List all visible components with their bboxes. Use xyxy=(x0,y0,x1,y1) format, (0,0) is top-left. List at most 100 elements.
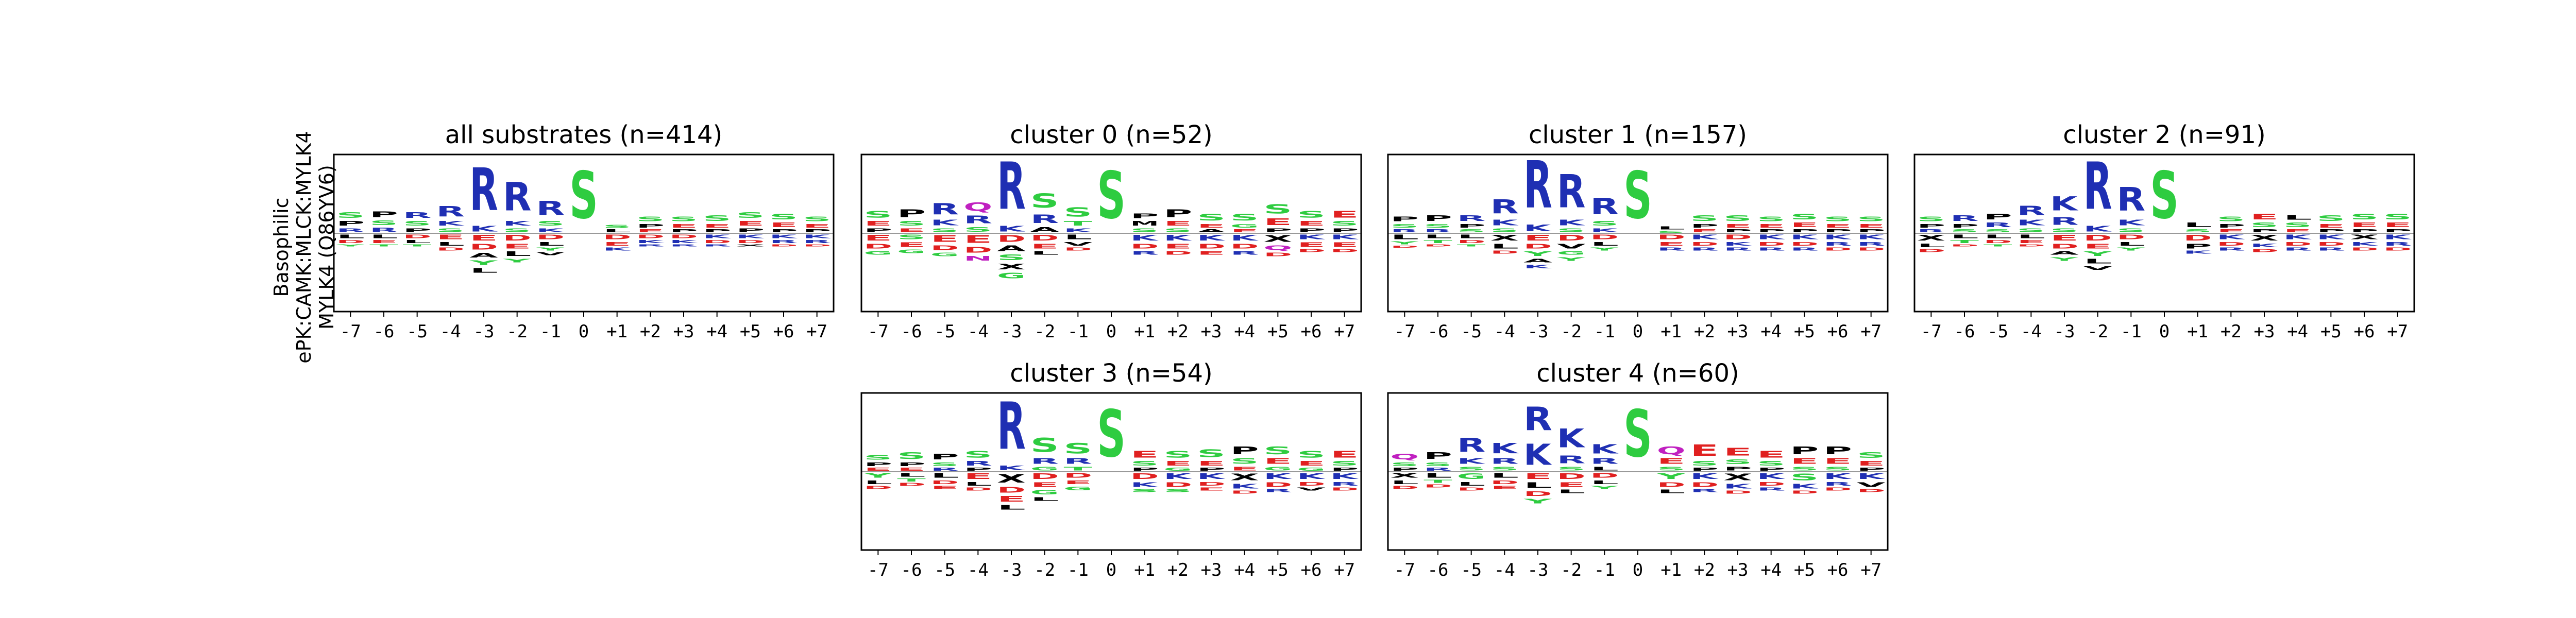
logo-letter: S xyxy=(669,215,698,223)
logo-letter: E xyxy=(897,227,926,233)
x-tick-label: -1 xyxy=(2121,321,2142,342)
x-tick-label: +4 xyxy=(1234,321,1255,342)
logo-letter: X xyxy=(1917,233,1946,242)
logo-letter: R xyxy=(1490,457,1519,466)
x-tick-label: +4 xyxy=(706,321,727,342)
logo-letter: E xyxy=(930,485,959,490)
logo-letter: D xyxy=(2183,233,2212,242)
logo-letter: E xyxy=(1657,241,1686,247)
logo-letter: T xyxy=(1064,466,1093,472)
logo-letter: G xyxy=(1230,223,1259,229)
logo-letter: Y xyxy=(1523,250,1553,258)
logo-letter: E xyxy=(1197,222,1226,229)
logo-letter: P xyxy=(1723,229,1752,233)
logo-letter: D xyxy=(2117,233,2146,241)
logo-letter: S xyxy=(1423,461,1452,467)
logo-letter: S xyxy=(1723,214,1752,223)
x-tick-label: -3 xyxy=(473,321,495,342)
logo-letter: E xyxy=(1523,472,1552,481)
logo-letter: K xyxy=(2283,233,2312,241)
logo-letter: E xyxy=(1164,243,1193,250)
logo-letter: S xyxy=(1457,229,1486,233)
logo-letter: D xyxy=(1690,481,1719,489)
logo-letter: L xyxy=(436,241,465,247)
logo-letter: D xyxy=(864,243,893,250)
logo-letter: S xyxy=(1130,460,1159,468)
logo-letter: D xyxy=(1723,490,1752,494)
logo-letter: L xyxy=(369,233,398,239)
logo-letter: E xyxy=(1264,457,1293,466)
logo-letter: K xyxy=(1690,472,1719,481)
logo-letter: S xyxy=(1623,396,1652,472)
logo-letter: E xyxy=(1857,222,1886,229)
logo-letter: D xyxy=(2083,233,2112,242)
logo-letter: D xyxy=(2383,247,2412,252)
logo-letter: R xyxy=(1950,214,1979,222)
logo-letter: S xyxy=(769,212,798,221)
logo-letter: K xyxy=(1790,483,1819,490)
x-tick-label: +3 xyxy=(1201,321,1222,342)
logo-letter: D xyxy=(1264,481,1293,489)
logo-letter: D xyxy=(2250,249,2279,253)
logo-letter: X xyxy=(1391,472,1419,479)
logo-letter: P xyxy=(1130,212,1159,220)
x-tick-label: -1 xyxy=(1067,560,1089,580)
logo-letter: S xyxy=(1164,488,1193,493)
logo-letter: L xyxy=(1657,488,1686,494)
x-tick-label: +3 xyxy=(1201,560,1222,580)
logo-letter: X xyxy=(1230,472,1259,482)
x-tick-label: -4 xyxy=(2021,321,2042,342)
x-tick-label: +1 xyxy=(1660,321,1682,342)
logo-letter: S xyxy=(703,214,732,223)
logo-letter: D xyxy=(930,479,959,486)
x-tick-label: +2 xyxy=(1167,560,1189,580)
logo-letter: V xyxy=(1064,241,1093,247)
logo-letter: R xyxy=(1457,434,1486,457)
logo-letter: Y xyxy=(1590,247,1619,252)
logo-letter: L xyxy=(603,229,632,233)
logo-letter: E xyxy=(2217,229,2246,233)
panel-title: cluster 3 (n=54) xyxy=(1010,359,1212,388)
logo-letter: E xyxy=(1230,466,1259,472)
logo-letter: E xyxy=(964,472,993,481)
logo-letter: S xyxy=(569,158,598,233)
logo-letter: D xyxy=(1423,244,1452,247)
logo-letter: T xyxy=(1457,244,1486,247)
logo-letter: K xyxy=(2250,243,2279,249)
logo-letter: E xyxy=(864,233,893,243)
logo-letter: S xyxy=(1130,488,1159,493)
logo-letter: X xyxy=(1723,472,1752,482)
logo-letter: K xyxy=(1557,218,1585,228)
x-tick-label: +5 xyxy=(2320,321,2342,342)
logo-letter: P xyxy=(930,452,959,461)
logo-letter: P xyxy=(1857,467,1886,472)
logo-letter: R xyxy=(1823,241,1852,247)
x-tick-label: +7 xyxy=(806,321,827,342)
x-tick-label: +6 xyxy=(2354,321,2375,342)
logo-letter: R xyxy=(1130,250,1159,256)
logo-letter: E xyxy=(369,239,398,244)
x-tick-label: -4 xyxy=(968,560,989,580)
panel-title: cluster 0 (n=52) xyxy=(1010,121,1212,149)
logo-letter: D xyxy=(1030,233,1059,242)
logo-letter: Y xyxy=(1556,256,1585,262)
x-tick-label: -3 xyxy=(1001,321,1022,342)
x-tick-label: -1 xyxy=(1594,321,1615,342)
logo-letter: Q xyxy=(1657,444,1686,456)
logo-letter: E xyxy=(1790,221,1819,229)
logo-letter: P xyxy=(1330,467,1359,472)
logo-letter: R xyxy=(2317,247,2346,252)
logo-letter: K xyxy=(1164,233,1192,243)
x-tick-label: -3 xyxy=(1528,560,1549,580)
x-tick-label: -2 xyxy=(1561,560,1582,580)
logo-letter: S xyxy=(1030,434,1059,456)
logo-letter: E xyxy=(1164,460,1193,468)
x-tick-label: -3 xyxy=(2054,321,2075,342)
logo-letter: S xyxy=(2383,212,2412,221)
logo-letter: K xyxy=(1523,264,1552,270)
logo-letter: P xyxy=(897,208,926,220)
logo-letter: E xyxy=(1723,222,1752,229)
logo-letter: N xyxy=(964,255,993,262)
x-tick-label: +6 xyxy=(1827,321,1849,342)
